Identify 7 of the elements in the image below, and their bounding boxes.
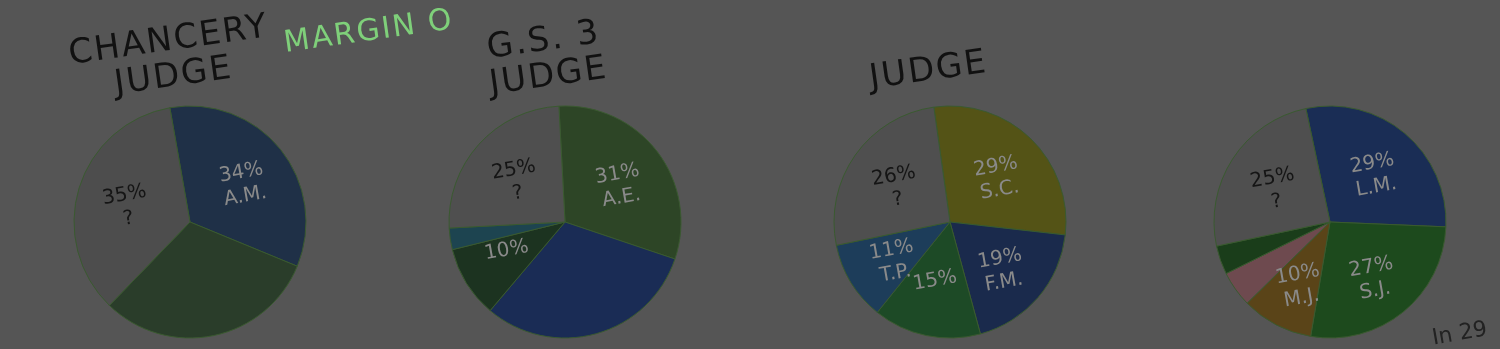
chart-title: JUDGE: [864, 40, 990, 97]
chart-title: G.S. 3 JUDGE: [484, 10, 611, 103]
data-label: 15%: [910, 263, 959, 295]
text: MARGIN O: [281, 0, 456, 59]
data-label: 10%: [482, 232, 531, 265]
chart-title: CHANCERY JUDGE: [65, 4, 271, 103]
slice-label: S.J.: [1357, 274, 1393, 304]
